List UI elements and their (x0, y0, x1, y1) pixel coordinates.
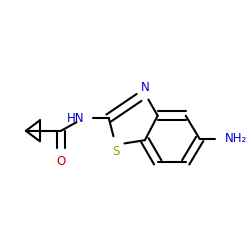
Text: N: N (140, 80, 149, 94)
Text: O: O (56, 155, 66, 168)
Text: HN: HN (67, 112, 84, 124)
Text: NH₂: NH₂ (225, 132, 248, 145)
Text: S: S (112, 145, 120, 158)
